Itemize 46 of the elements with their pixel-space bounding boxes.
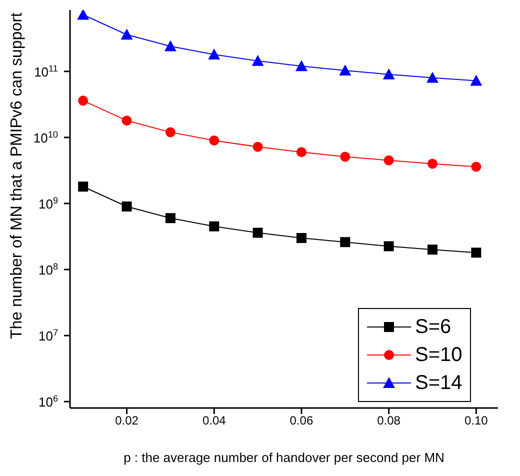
point bbox=[78, 96, 88, 106]
x-tick-label: 0.06 bbox=[290, 414, 314, 428]
point bbox=[295, 60, 308, 72]
point bbox=[77, 10, 90, 20]
point bbox=[209, 135, 220, 146]
point bbox=[426, 72, 438, 83]
point bbox=[122, 116, 132, 126]
legend-label: S=14 bbox=[415, 371, 462, 396]
y-tick-label: 10$^{11}$ bbox=[34, 63, 58, 80]
legend-label: S=10 bbox=[415, 343, 462, 368]
point bbox=[209, 221, 220, 232]
y-tick-label: 10$^{8}$ bbox=[38, 262, 58, 278]
point bbox=[165, 213, 176, 224]
point bbox=[165, 127, 176, 138]
point bbox=[340, 152, 350, 162]
point bbox=[208, 48, 220, 60]
point bbox=[427, 244, 438, 255]
point bbox=[252, 228, 263, 238]
point bbox=[296, 233, 306, 243]
point bbox=[471, 248, 482, 258]
point bbox=[339, 64, 352, 76]
x-tick-label: 0.10 bbox=[464, 414, 488, 428]
point bbox=[340, 237, 350, 248]
point bbox=[78, 182, 88, 192]
point bbox=[296, 147, 306, 158]
y-tick-label: 10$^{9}$ bbox=[38, 195, 58, 212]
point bbox=[471, 162, 482, 172]
point bbox=[384, 155, 394, 166]
y-axis-title: The number of MN that a PMIPv6 can support bbox=[8, 12, 26, 339]
point bbox=[382, 68, 395, 80]
point bbox=[120, 28, 133, 40]
point bbox=[470, 74, 482, 86]
point bbox=[384, 241, 394, 252]
x-tick-label: 0.04 bbox=[202, 414, 226, 428]
x-tick-label: 0.08 bbox=[377, 414, 401, 428]
x-axis-title: p : the average number of handover per second per MN bbox=[124, 450, 444, 465]
x-tick-label: 0.02 bbox=[115, 414, 139, 428]
point bbox=[427, 158, 438, 169]
point bbox=[122, 201, 132, 212]
y-tick-label: 10$^{10}$ bbox=[33, 129, 58, 146]
y-tick-label: 10$^{6}$ bbox=[38, 394, 58, 410]
point bbox=[252, 142, 263, 152]
point bbox=[164, 40, 176, 52]
point bbox=[252, 54, 264, 66]
y-tick-label: 10$^{7}$ bbox=[38, 328, 58, 344]
legend-label: S=6 bbox=[415, 315, 452, 340]
